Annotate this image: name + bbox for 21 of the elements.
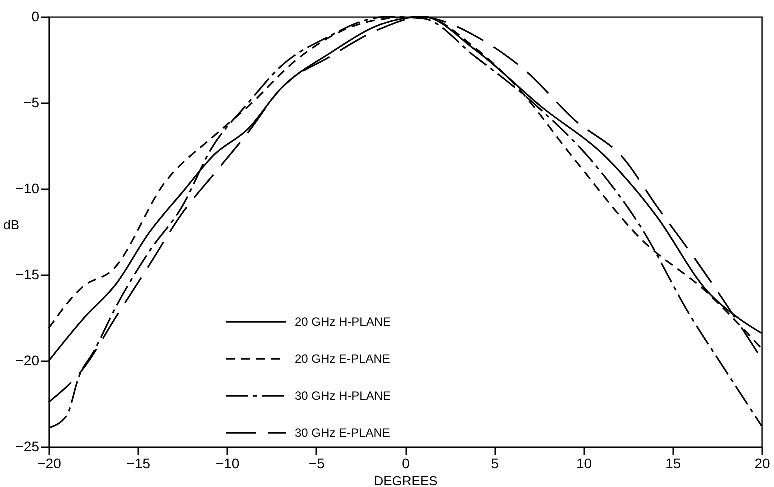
y-tick-label: −5	[24, 94, 40, 110]
x-tick-label: 10	[576, 456, 592, 472]
legend-label: 30 GHz H-PLANE	[295, 389, 392, 403]
x-tick-label: −5	[308, 456, 326, 472]
x-tick-label: −15	[126, 456, 151, 472]
y-tick-label: −10	[16, 180, 40, 196]
y-tick-label: −15	[16, 266, 40, 282]
y-tick-label: 0	[32, 8, 40, 24]
y-tick-label: −20	[16, 352, 40, 368]
x-axis-title: DEGREES	[374, 474, 438, 487]
x-tick-label: −10	[216, 456, 240, 472]
x-tick-label: 15	[666, 456, 682, 472]
x-tick-label: −20	[38, 456, 62, 472]
x-tick-label: 20	[754, 456, 770, 472]
legend-label: 20 GHz E-PLANE	[295, 352, 390, 366]
x-tick-label: 0	[402, 456, 410, 472]
y-tick-label: −25	[16, 438, 40, 454]
legend-label: 20 GHz H-PLANE	[295, 315, 392, 329]
legend-label: 30 GHz E-PLANE	[295, 426, 390, 440]
x-tick-label: 5	[491, 456, 500, 472]
y-axis-title: dB	[4, 218, 20, 232]
